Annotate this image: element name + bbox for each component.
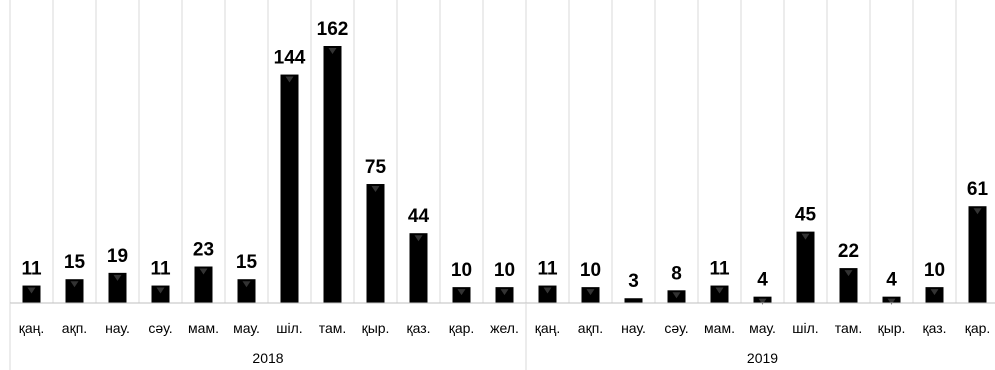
x-tick-label: ақп. <box>578 320 603 336</box>
data-label: 10 <box>451 260 472 281</box>
x-tick-label: там. <box>319 320 347 336</box>
data-label: 22 <box>838 241 859 262</box>
bar <box>108 272 127 303</box>
bar <box>366 184 385 303</box>
data-label: 45 <box>795 205 817 226</box>
data-label: 19 <box>107 246 128 267</box>
x-tick-label: қаң. <box>19 320 45 336</box>
data-label: 3 <box>628 271 639 292</box>
data-label: 15 <box>236 252 258 273</box>
x-tick-label: қар. <box>965 320 991 336</box>
data-label: 162 <box>317 19 349 40</box>
bar <box>839 268 858 303</box>
bars <box>22 46 987 305</box>
bar <box>280 74 299 303</box>
x-tick-label: мау. <box>749 320 776 336</box>
x-tick-label: қаң. <box>535 320 561 336</box>
bar-marker <box>285 76 294 83</box>
data-label: 4 <box>757 270 768 291</box>
bar-marker <box>414 235 423 242</box>
bar <box>65 279 84 303</box>
bar-marker <box>500 289 509 296</box>
bar-marker <box>758 298 767 305</box>
data-label: 44 <box>408 206 430 227</box>
bar <box>624 298 643 303</box>
bar-marker <box>844 270 853 277</box>
data-label: 11 <box>150 259 171 280</box>
x-tick-label: қаз. <box>406 320 430 336</box>
bar <box>151 285 170 303</box>
bar-marker <box>801 233 810 240</box>
bar-marker <box>887 298 896 305</box>
x-tick-label: мам. <box>188 320 219 336</box>
data-label: 10 <box>580 260 601 281</box>
x-tick-label: нау. <box>621 320 646 336</box>
bar-marker <box>586 289 595 296</box>
data-label: 8 <box>671 263 682 284</box>
x-tick-label: қар. <box>449 320 475 336</box>
data-label: 15 <box>64 252 86 273</box>
bar-marker <box>543 287 552 294</box>
data-label: 4 <box>886 270 897 291</box>
x-tick-label: шіл. <box>792 320 818 336</box>
bar <box>323 46 342 303</box>
data-label: 75 <box>365 157 387 178</box>
bar <box>237 279 256 303</box>
x-tick-label: сәу. <box>664 320 688 336</box>
x-tick-label: там. <box>835 320 863 336</box>
bar-marker <box>242 281 251 288</box>
bar-marker <box>70 281 79 288</box>
x-axis: қаң. ақп. нау. сәу. мам. мау. шіл. там. қыр. қаз.… <box>9 302 995 370</box>
bar <box>22 285 41 303</box>
group-label: 2019 <box>747 350 778 366</box>
bar-marker <box>715 287 724 294</box>
data-label: 10 <box>924 260 945 281</box>
bar-marker <box>930 289 939 296</box>
bar-marker <box>371 186 380 193</box>
data-label: 10 <box>494 260 515 281</box>
bar-marker <box>973 208 982 215</box>
bar <box>710 285 729 303</box>
x-tick-label: мам. <box>704 320 735 336</box>
x-tick-label: жел. <box>490 320 519 336</box>
data-label: 61 <box>967 179 989 200</box>
bar-marker <box>457 289 466 296</box>
x-tick-label: нау. <box>105 320 130 336</box>
data-label: 144 <box>274 48 306 69</box>
bar-marker <box>156 287 165 294</box>
bar <box>968 206 987 303</box>
x-tick-label: қыр. <box>362 320 390 336</box>
x-tick-label: мау. <box>233 320 260 336</box>
bar-marker <box>113 274 122 281</box>
bar-marker <box>27 287 36 294</box>
bar <box>796 231 815 303</box>
data-label: 11 <box>537 259 558 280</box>
grid-lines <box>9 0 957 303</box>
bar-marker <box>199 268 208 275</box>
bar <box>194 266 213 303</box>
bar <box>538 285 557 303</box>
bar-marker <box>672 292 681 299</box>
x-tick-label: ақп. <box>62 320 87 336</box>
data-label: 23 <box>193 240 214 261</box>
bar <box>409 233 428 303</box>
data-labels: 11 15 19 11 23 15 144 162 75 44 10 10 11 10 3 8 11 4 45 22 4… <box>21 19 988 292</box>
data-label: 11 <box>709 259 730 280</box>
x-tick-label: сәу. <box>148 320 172 336</box>
bar-marker <box>328 48 337 54</box>
x-tick-label: шіл. <box>276 320 302 336</box>
x-tick-label: қыр. <box>878 320 906 336</box>
group-label: 2018 <box>252 350 283 366</box>
x-tick-label: қаз. <box>922 320 946 336</box>
data-label: 11 <box>21 259 42 280</box>
